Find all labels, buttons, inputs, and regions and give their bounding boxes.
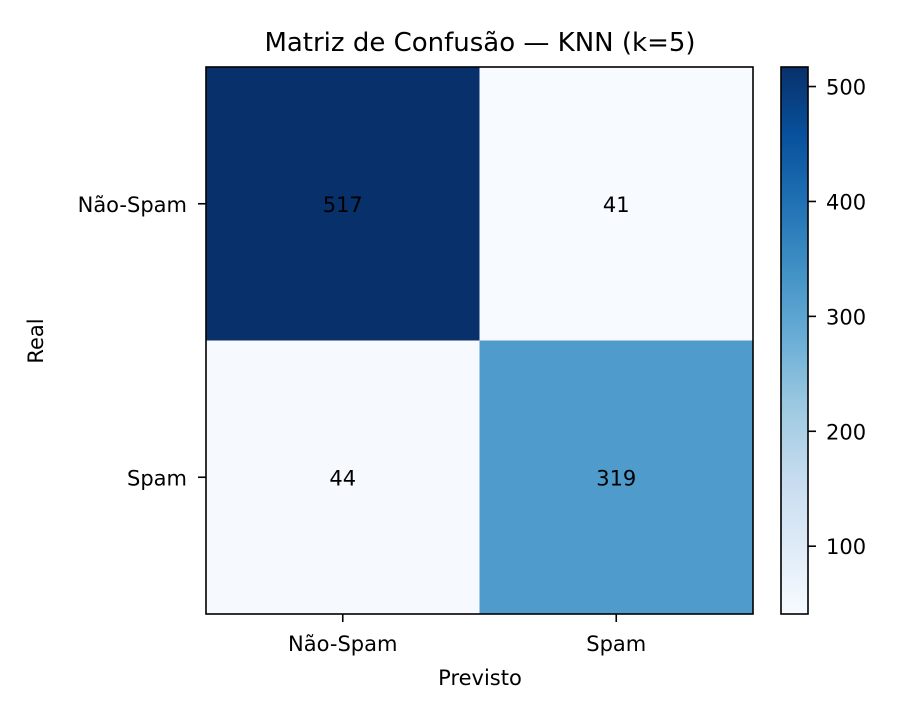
colorbar-tick-label: 200: [826, 420, 866, 444]
heatmap-cell-spam-nao-spam: [206, 340, 480, 615]
colorbar-tick-label: 300: [826, 305, 866, 329]
cell-value-label: 44: [329, 466, 356, 490]
y-tick-label: Não-Spam: [78, 193, 187, 217]
colorbar: [780, 66, 809, 615]
cell-value-label: 41: [603, 193, 630, 217]
x-tick-label: Não-Spam: [288, 632, 397, 656]
colorbar-tick-label: 400: [826, 190, 866, 214]
heatmap-cell-nao-spam-nao-spam: [206, 67, 480, 341]
chart-title: Matriz de Confusão — KNN (k=5): [264, 28, 695, 58]
heatmap-cell-spam-spam: [479, 340, 754, 615]
heatmap-cell-nao-spam-spam: [479, 67, 754, 341]
colorbar-tick-label: 100: [826, 535, 866, 559]
y-axis-ticks: Não-Spam Spam: [78, 193, 206, 490]
cell-value-label: 319: [596, 466, 636, 490]
colorbar-ticks: 100 200 300 400 500: [808, 76, 866, 559]
x-axis-ticks: Não-Spam Spam: [288, 614, 646, 656]
y-tick-label: Spam: [127, 466, 187, 490]
colorbar-tick-label: 500: [826, 76, 866, 100]
heatmap-cell-labels: 517 41 44 319: [323, 193, 637, 491]
y-axis-label: Real: [24, 318, 48, 363]
cell-value-label: 517: [323, 193, 363, 217]
x-axis-label: Previsto: [438, 666, 522, 690]
x-tick-label: Spam: [586, 632, 646, 656]
heatmap-cells: [206, 67, 754, 615]
plot-frame: [205, 66, 754, 615]
